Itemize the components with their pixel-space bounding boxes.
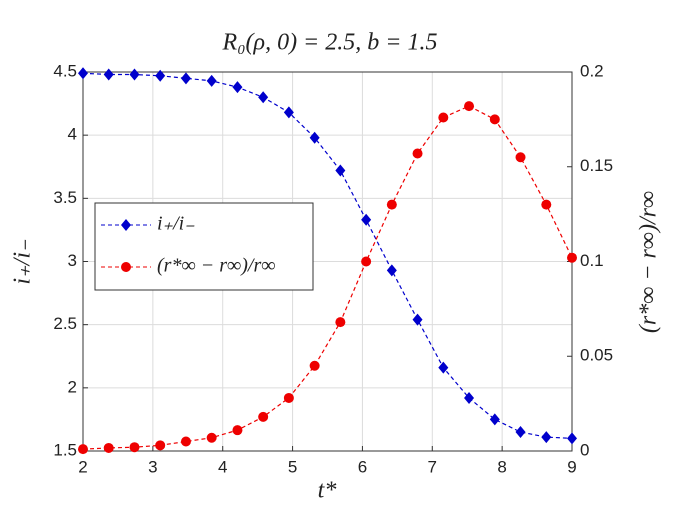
x-axis-label: t*: [318, 478, 337, 504]
marker: [541, 199, 552, 210]
marker: [361, 213, 372, 226]
y2-tick-label: 0.15: [580, 156, 613, 175]
marker: [129, 442, 140, 453]
marker: [155, 440, 166, 451]
marker: [515, 426, 526, 439]
marker: [283, 392, 294, 403]
marker: [567, 252, 577, 263]
marker: [206, 74, 217, 87]
legend-box: [94, 202, 314, 291]
y-tick-label: 4: [68, 125, 77, 144]
marker: [438, 112, 449, 123]
y-axis-label: i₊/i₋: [10, 239, 36, 285]
y2-tick-label: 0: [580, 440, 589, 459]
marker: [180, 72, 191, 85]
marker: [206, 432, 217, 443]
marker: [78, 67, 88, 80]
y-tick-label: 2: [68, 377, 77, 396]
x-tick-label: 2: [78, 457, 87, 476]
marker: [361, 256, 372, 267]
y-tick-label: 3: [68, 251, 77, 270]
marker: [155, 69, 166, 82]
marker: [309, 360, 320, 371]
marker: [541, 431, 552, 444]
x-tick-label: 6: [358, 457, 367, 476]
marker: [103, 442, 114, 453]
y2-axis-label: (r*∞ − r∞)/r∞: [636, 191, 662, 333]
marker: [438, 361, 449, 374]
y2-tick-label: 0.1: [580, 251, 604, 270]
marker: [515, 152, 526, 163]
legend-marker: [121, 262, 131, 272]
x-tick-label: 8: [497, 457, 506, 476]
y-tick-label: 2.5: [53, 314, 77, 333]
marker: [180, 436, 191, 447]
x-tick-label: 7: [428, 457, 437, 476]
marker: [78, 444, 88, 455]
marker: [386, 199, 397, 210]
marker: [489, 413, 500, 426]
marker: [335, 317, 346, 328]
marker: [464, 101, 475, 112]
marker: [232, 81, 243, 94]
y2-tick-label: 0.2: [580, 61, 604, 80]
marker: [283, 106, 294, 119]
y-tick-label: 1.5: [53, 440, 77, 459]
marker: [489, 114, 500, 125]
chart-title: R₀(ρ, 0) = 2.5, b = 1.5: [222, 30, 438, 56]
legend-marker: [121, 219, 131, 231]
marker: [129, 68, 140, 81]
marker: [232, 425, 243, 436]
marker: [412, 313, 423, 326]
y-tick-label: 3.5: [53, 188, 77, 207]
legend-label: (r*∞ − r∞)/r∞: [157, 255, 276, 277]
marker: [258, 91, 269, 104]
legend-label: i₊/i₋: [157, 213, 195, 235]
marker: [335, 164, 346, 177]
marker: [103, 68, 114, 81]
y2-tick-label: 0.05: [580, 346, 613, 365]
x-tick-label: 5: [288, 457, 297, 476]
marker: [309, 131, 320, 144]
x-tick-label: 4: [218, 457, 227, 476]
y-tick-label: 4.5: [53, 61, 77, 80]
series-line: [82, 72, 573, 439]
marker: [567, 432, 577, 445]
marker: [412, 148, 423, 159]
marker: [464, 391, 475, 404]
marker: [258, 411, 269, 422]
x-tick-label: 9: [567, 457, 576, 476]
marker: [386, 264, 397, 277]
x-tick-label: 3: [148, 457, 157, 476]
